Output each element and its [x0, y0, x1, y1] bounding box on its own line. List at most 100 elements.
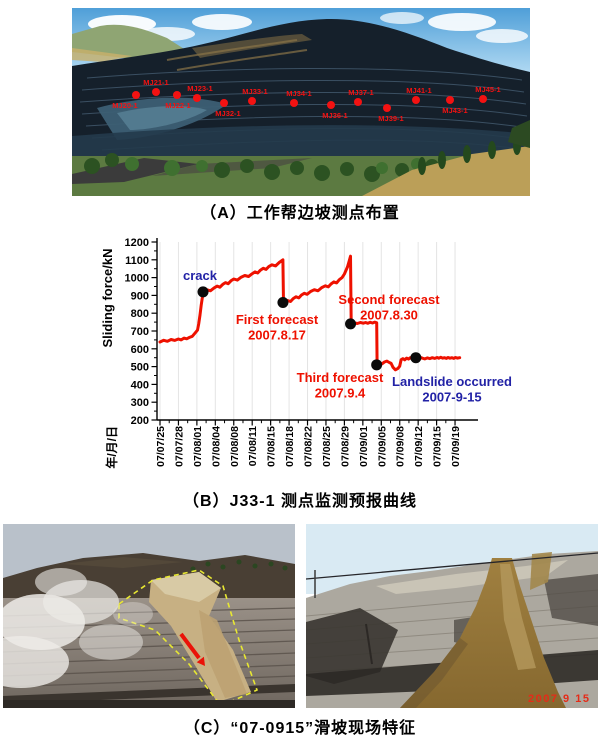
- x-tick-label: 07/09/05: [376, 426, 388, 467]
- monitoring-point-label: MJ41-1: [406, 86, 431, 95]
- ridge-trees: [190, 559, 288, 572]
- smoke: [3, 568, 153, 688]
- second-forecast-label: Second forecast: [338, 292, 440, 307]
- monitoring-point-label: MJ33-1: [242, 87, 267, 96]
- monitoring-point-dot: [327, 101, 335, 109]
- monitoring-point-label: MJ20-1: [112, 101, 137, 110]
- trees-light: [125, 157, 423, 176]
- debris-edge: [400, 638, 468, 708]
- power-line: [306, 552, 598, 580]
- x-tick-label: 07/09/15: [432, 426, 444, 467]
- monitoring-point-dot: [383, 104, 391, 112]
- scar-head: [151, 572, 221, 602]
- monitoring-point-dot: [412, 96, 420, 104]
- y-tick-label: 1200: [125, 237, 149, 249]
- monitoring-point-markers: MJ20-1 MJ21-1 MJ22-1 MJ23-1 MJ32-1 MJ33-1 MJ34…: [112, 78, 500, 123]
- monitoring-point-label: MJ34-1: [286, 89, 311, 98]
- third-forecast-label: 2007.9.4: [315, 386, 366, 401]
- monitoring-point-dot: [220, 99, 228, 107]
- monitoring-point-dot: [132, 91, 140, 99]
- monitoring-point-dot: [354, 98, 362, 106]
- dark-rock-right: [544, 574, 598, 626]
- monitoring-point-dot: [152, 88, 160, 96]
- first-forecast-label: First forecast: [236, 312, 319, 327]
- y-tick-label: 400: [131, 379, 149, 391]
- monitoring-point-label: MJ22-1: [165, 101, 190, 110]
- monitoring-point-dot: [479, 95, 487, 103]
- flow-direction-arrow-icon: [179, 632, 205, 666]
- y-tick-label: 500: [131, 362, 149, 374]
- monitoring-point-label: MJ21-1: [143, 78, 168, 87]
- third-forecast-dot: [371, 359, 383, 371]
- monitoring-point-dot: [193, 94, 201, 102]
- y-tick-label: 1100: [125, 255, 149, 267]
- y-tick-label: 600: [131, 344, 149, 356]
- x-tick-label: 07/09/08: [395, 426, 407, 467]
- mine-slope-photo: MJ20-1 MJ21-1 MJ22-1 MJ23-1 MJ32-1 MJ33-1 MJ34…: [72, 8, 530, 196]
- x-tick-label: 07/08/01: [192, 426, 204, 467]
- x-axis-title: 年/月/日: [104, 426, 119, 469]
- x-tick-label: 07/07/25: [155, 426, 167, 467]
- bottom-shadow: [3, 700, 295, 708]
- x-tick-label: 07/08/25: [321, 426, 333, 467]
- x-tick-label: 07/08/04: [210, 426, 222, 467]
- x-tick-label: 07/08/29: [339, 426, 351, 467]
- trees: [84, 153, 439, 182]
- far-hill: [72, 24, 192, 60]
- landslide-occurred-dot: [410, 352, 422, 364]
- y-tick-label: 700: [131, 326, 149, 338]
- first-forecast-dot: [277, 297, 289, 309]
- third-forecast-label: Third forecast: [297, 370, 384, 385]
- upper-tan-streaks: [166, 39, 308, 71]
- monitoring-point-label: MJ36-1: [322, 111, 347, 120]
- x-tick-label: 07/08/18: [284, 426, 296, 467]
- monitoring-point-dot: [446, 96, 454, 104]
- x-tick-label: 07/09/12: [413, 426, 425, 467]
- panel-c-caption: （C）“07-0915”滑坡现场特征: [183, 720, 417, 737]
- dark-rock-left: [306, 608, 398, 684]
- debris-tributary: [530, 552, 552, 590]
- monitoring-point-dot: [290, 99, 298, 107]
- cliff-top-highlight: [376, 560, 568, 594]
- landslide-occurred-label: Landslide occurred: [392, 374, 512, 389]
- monitoring-point-dot: [248, 97, 256, 105]
- monitoring-point-label: MJ32-1: [215, 109, 240, 118]
- grass-patch: [72, 48, 132, 62]
- y-tick-label: 1000: [125, 273, 149, 285]
- monitoring-point-label: MJ23-1: [187, 84, 212, 93]
- second-forecast-label: 2007.8.30: [360, 308, 418, 323]
- panel-a-caption: （A）工作帮边坡测点布置: [200, 205, 400, 222]
- x-tick-label: 07/08/11: [247, 426, 259, 466]
- y-tick-label: 800: [131, 308, 149, 320]
- landslide-photo-right: 2007 9 15: [306, 524, 598, 708]
- x-tick-label: 07/09/01: [358, 426, 370, 467]
- x-tick-label: 07/07/28: [173, 426, 185, 467]
- y-tick-label: 200: [131, 415, 149, 427]
- debris-tongue: [199, 610, 247, 698]
- landslide-outline: [118, 569, 259, 707]
- golden-hill: [362, 146, 530, 196]
- monitoring-point-label: MJ43-1: [442, 106, 467, 115]
- edge-trees: [508, 120, 530, 148]
- x-tick-label: 07/08/08: [229, 426, 241, 467]
- x-tick-label: 07/09/19: [450, 426, 462, 467]
- x-tick-label: 07/08/15: [266, 426, 278, 467]
- photo-datestamp: 2007 9 15: [528, 693, 590, 705]
- landslide-photo-left: [3, 524, 295, 708]
- y-tick-label: 900: [131, 290, 149, 302]
- crack-label: crack: [183, 268, 218, 283]
- pit-bowl-light: [117, 106, 207, 130]
- monitoring-point-dot: [173, 91, 181, 99]
- first-forecast-label: 2007.8.17: [248, 328, 306, 343]
- debris-highlight: [500, 564, 536, 670]
- monitoring-point-label: MJ37-1: [348, 88, 373, 97]
- y-tick-label: 300: [131, 397, 149, 409]
- haul-road-2: [152, 158, 312, 176]
- landslide-occurred-label: 2007-9-15: [422, 390, 481, 405]
- lower-band: [72, 125, 530, 158]
- ridge-texture: [63, 557, 183, 568]
- monitoring-point-label: MJ45-1: [475, 85, 500, 94]
- y-axis-title: Sliding force/kN: [100, 249, 115, 348]
- panel-b-caption: （B）J33-1 测点监测预报曲线: [183, 493, 417, 510]
